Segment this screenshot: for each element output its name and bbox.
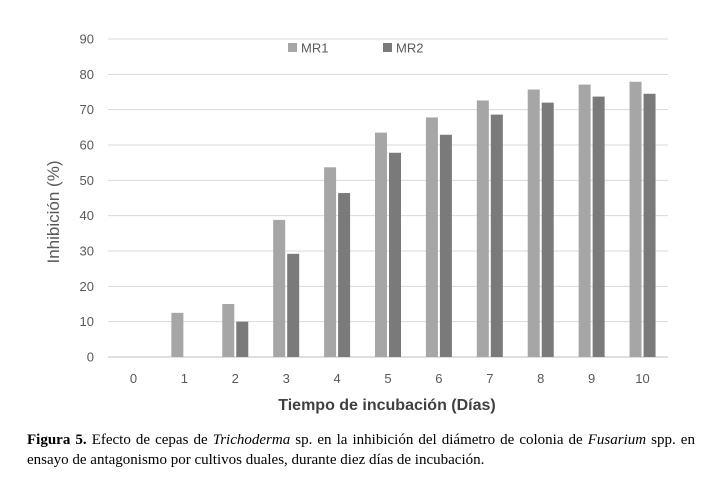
- figure-caption: Figura 5. Efecto de cepas de Trichoderma…: [27, 430, 695, 470]
- legend-label-mr2: MR2: [396, 41, 423, 56]
- x-tick-label: 1: [181, 371, 188, 386]
- bar-mr1-day-2: [222, 304, 235, 357]
- y-tick-label: 80: [80, 67, 94, 82]
- bar-mr2-day-5: [389, 152, 401, 357]
- y-tick-label: 90: [80, 32, 94, 47]
- bar-mr2-day-4: [338, 193, 351, 357]
- caption-label: Figura 5.: [27, 432, 87, 448]
- x-tick-label: 7: [486, 371, 493, 386]
- bar-mr1-day-3: [273, 219, 286, 357]
- legend-swatch-mr2: [383, 43, 392, 52]
- bar-mr1-day-9: [578, 84, 591, 357]
- bar-mr2-day-10: [643, 93, 656, 358]
- y-tick-label: 40: [80, 208, 94, 223]
- y-tick-label: 20: [80, 279, 94, 294]
- legend: MR1 MR2: [288, 41, 423, 56]
- bar-mr1-day-6: [425, 117, 438, 357]
- bar-mr2-day-8: [541, 102, 554, 357]
- caption-genus-1: Trichoderma: [212, 432, 291, 448]
- y-tick-label: 10: [80, 314, 94, 329]
- bar-mr2-day-9: [592, 96, 605, 358]
- x-tick-label: 3: [283, 371, 290, 386]
- x-axis-title: Tiempo de incubación (Días): [278, 397, 496, 414]
- gridlines: [108, 38, 668, 358]
- bar-mr2-day-6: [439, 134, 452, 357]
- legend-label-mr1: MR1: [301, 41, 328, 56]
- caption-text-2: sp. en la inhibición del diámetro de col…: [290, 432, 588, 448]
- y-axis-title: Inhibición (%): [44, 161, 63, 264]
- caption-text-1: Efecto de cepas de: [86, 432, 213, 448]
- bar-mr1-day-7: [476, 100, 489, 357]
- bars: [171, 81, 656, 358]
- caption-genus-2: Fusarium: [587, 432, 647, 448]
- y-tick-label: 30: [80, 244, 94, 259]
- caption-text-3: spp. en ensayo de antagonismo por cultiv…: [27, 432, 695, 468]
- x-tick-label: 9: [588, 371, 595, 386]
- bar-mr2-day-2: [236, 321, 249, 357]
- bar-mr1-day-1: [171, 312, 184, 357]
- x-tick-label: 5: [384, 371, 391, 386]
- x-tick-label: 2: [232, 371, 239, 386]
- x-tick-label: 10: [635, 371, 649, 386]
- x-axis-ticks: 0 1 2 3 4 5 6 7 8 9 10: [130, 371, 650, 386]
- bar-mr1-day-8: [527, 89, 540, 357]
- y-tick-label: 70: [80, 102, 94, 117]
- x-tick-label: 8: [537, 371, 544, 386]
- bar-mr1-day-5: [375, 132, 387, 357]
- legend-swatch-mr1: [288, 43, 297, 52]
- x-tick-label: 0: [130, 371, 137, 386]
- y-tick-label: 60: [80, 138, 94, 153]
- x-tick-label: 6: [435, 371, 442, 386]
- y-axis-ticks: 0 10 20 30 40 50 60 70 80 90: [80, 32, 94, 365]
- bar-mr1-day-10: [629, 81, 642, 358]
- bar-mr2-day-3: [287, 253, 300, 357]
- y-tick-label: 0: [87, 350, 94, 365]
- x-tick-label: 4: [333, 371, 340, 386]
- bar-mr1-day-4: [324, 167, 337, 357]
- y-tick-label: 50: [80, 173, 94, 188]
- bar-mr2-day-7: [490, 114, 503, 357]
